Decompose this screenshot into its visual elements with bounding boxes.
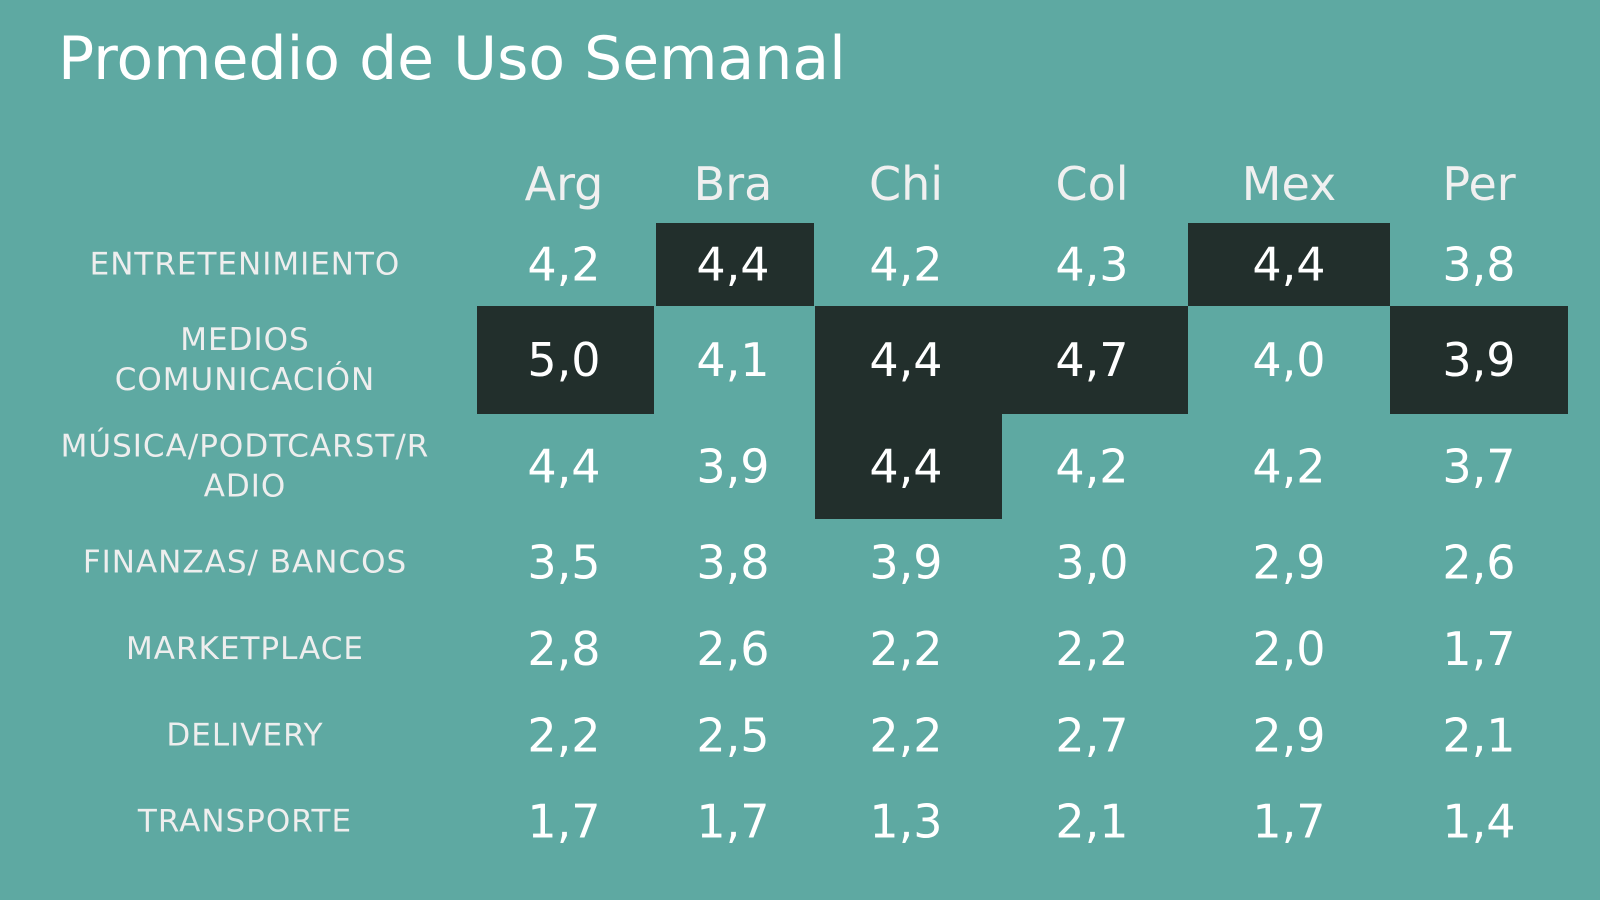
cell-value-4-4: 2,0	[1252, 622, 1325, 676]
column-header-arg: Arg	[525, 157, 604, 211]
cell-value-5-3: 2,7	[1055, 709, 1128, 763]
cell-value-3-2: 3,9	[869, 536, 942, 590]
highlight-cell-0-4	[1188, 223, 1390, 306]
cell-value-6-1: 1,7	[696, 795, 769, 849]
cell-value-2-0: 4,4	[527, 440, 600, 494]
column-header-col: Col	[1055, 157, 1128, 211]
cell-value-0-5: 3,8	[1442, 238, 1515, 292]
row-label-1-line-0: MEDIOS	[180, 322, 309, 358]
cell-value-5-0: 2,2	[527, 709, 600, 763]
column-header-bra: Bra	[694, 157, 773, 211]
cell-value-2-2: 4,4	[869, 440, 942, 494]
cell-value-2-4: 4,2	[1252, 440, 1325, 494]
cell-value-4-0: 2,8	[527, 622, 600, 676]
cell-value-1-5: 3,9	[1442, 333, 1515, 387]
cell-value-5-4: 2,9	[1252, 709, 1325, 763]
cell-value-4-1: 2,6	[696, 622, 769, 676]
cell-value-4-3: 2,2	[1055, 622, 1128, 676]
cell-value-5-2: 2,2	[869, 709, 942, 763]
row-label-0-line-0: ENTRETENIMIENTO	[90, 247, 401, 283]
highlight-cell-1-3	[1002, 306, 1188, 414]
cell-value-1-2: 4,4	[869, 333, 942, 387]
highlight-cell-0-1	[656, 223, 814, 306]
cell-value-1-3: 4,7	[1055, 333, 1128, 387]
cell-value-3-1: 3,8	[696, 536, 769, 590]
cell-value-1-1: 4,1	[696, 333, 769, 387]
cell-value-0-0: 4,2	[527, 238, 600, 292]
row-label-3-line-0: FINANZAS/ BANCOS	[83, 545, 407, 581]
cell-value-2-3: 4,2	[1055, 440, 1128, 494]
cell-value-5-5: 2,1	[1442, 709, 1515, 763]
cell-value-4-5: 1,7	[1442, 622, 1515, 676]
cell-value-6-2: 1,3	[869, 795, 942, 849]
cell-value-6-4: 1,7	[1252, 795, 1325, 849]
row-label-2-line-1: ADIO	[204, 469, 287, 505]
cell-value-0-1: 4,4	[696, 238, 769, 292]
row-label-5-line-0: DELIVERY	[166, 718, 323, 754]
highlight-cell-2-2	[815, 414, 1002, 519]
cell-value-2-5: 3,7	[1442, 440, 1515, 494]
highlight-cell-1-0	[477, 306, 654, 414]
cell-value-1-0: 5,0	[527, 333, 600, 387]
cell-value-3-0: 3,5	[527, 536, 600, 590]
cell-value-6-3: 2,1	[1055, 795, 1128, 849]
cell-value-6-5: 1,4	[1442, 795, 1515, 849]
text-layer: Arg Bra Chi Col Mex Per ENTRETENIMIENTO 4,2 4,4 4…	[61, 157, 1516, 849]
cell-value-3-4: 2,9	[1252, 536, 1325, 590]
cell-value-6-0: 1,7	[527, 795, 600, 849]
highlight-cell-1-2	[815, 306, 1002, 414]
column-header-per: Per	[1442, 157, 1515, 211]
cell-value-2-1: 3,9	[696, 440, 769, 494]
cell-value-0-4: 4,4	[1252, 238, 1325, 292]
highlight-layer	[477, 223, 1568, 519]
cell-value-0-3: 4,3	[1055, 238, 1128, 292]
column-header-mex: Mex	[1242, 157, 1336, 211]
cell-value-0-2: 4,2	[869, 238, 942, 292]
cell-value-3-5: 2,6	[1442, 536, 1515, 590]
row-label-2-line-0: MÚSICA/PODTCARST/R	[61, 428, 430, 465]
column-header-chi: Chi	[869, 157, 943, 211]
row-label-1-line-1: COMUNICACIÓN	[115, 361, 376, 398]
cell-value-3-3: 3,0	[1055, 536, 1128, 590]
row-label-6-line-0: TRANSPORTE	[137, 804, 352, 840]
cell-value-1-4: 4,0	[1252, 333, 1325, 387]
chart-title: Promedio de Uso Semanal	[58, 24, 846, 94]
cell-value-5-1: 2,5	[696, 709, 769, 763]
row-label-4-line-0: MARKETPLACE	[126, 631, 364, 667]
highlight-cell-1-5	[1390, 306, 1568, 414]
cell-value-4-2: 2,2	[869, 622, 942, 676]
